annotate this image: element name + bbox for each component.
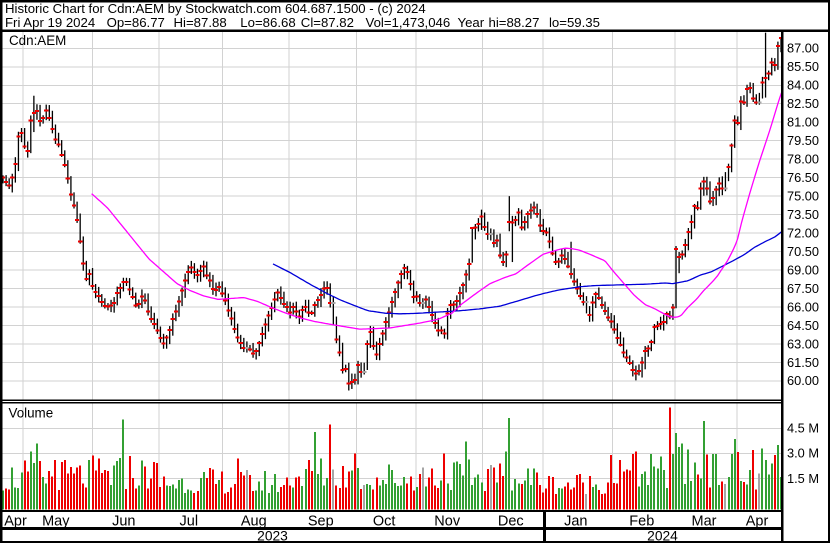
svg-text:Cdn:AEM: Cdn:AEM (9, 33, 66, 48)
svg-text:Mar: Mar (692, 513, 717, 529)
svg-text:3.0 M: 3.0 M (787, 446, 819, 461)
svg-text:2023: 2023 (257, 529, 288, 544)
svg-text:Op=86.77: Op=86.77 (107, 15, 165, 30)
svg-text:84.00: 84.00 (787, 78, 819, 93)
svg-text:61.50: 61.50 (787, 355, 819, 370)
svg-text:87.00: 87.00 (787, 41, 819, 56)
svg-text:82.50: 82.50 (787, 96, 819, 111)
svg-text:Jul: Jul (180, 513, 199, 529)
svg-text:72.00: 72.00 (787, 225, 819, 240)
svg-text:Oct: Oct (373, 513, 396, 529)
svg-text:Lo=86.68: Lo=86.68 (240, 15, 295, 30)
svg-text:Aug: Aug (241, 513, 267, 529)
svg-text:73.50: 73.50 (787, 207, 819, 222)
svg-text:hi=88.27: hi=88.27 (489, 15, 540, 30)
svg-text:Volume: Volume (9, 406, 54, 421)
svg-text:85.50: 85.50 (787, 59, 819, 74)
svg-text:75.00: 75.00 (787, 188, 819, 203)
svg-text:2024: 2024 (647, 529, 678, 544)
svg-text:64.50: 64.50 (787, 318, 819, 333)
svg-text:Feb: Feb (629, 513, 654, 529)
svg-text:Cl=87.82: Cl=87.82 (301, 15, 354, 30)
svg-text:4.5 M: 4.5 M (787, 421, 819, 436)
svg-text:76.50: 76.50 (787, 170, 819, 185)
svg-text:1.5 M: 1.5 M (787, 471, 819, 486)
svg-text:Fri Apr 19 2024: Fri Apr 19 2024 (5, 15, 95, 30)
svg-text:Hi=87.88: Hi=87.88 (174, 15, 227, 30)
svg-text:70.50: 70.50 (787, 244, 819, 259)
svg-text:lo=59.35: lo=59.35 (549, 15, 600, 30)
svg-text:63.00: 63.00 (787, 336, 819, 351)
svg-text:Jan: Jan (564, 513, 587, 529)
svg-text:Year: Year (458, 15, 485, 30)
svg-text:79.50: 79.50 (787, 133, 819, 148)
svg-text:78.00: 78.00 (787, 152, 819, 167)
svg-text:Sep: Sep (308, 513, 334, 529)
svg-text:Vol=1,473,046: Vol=1,473,046 (366, 15, 451, 30)
svg-text:60.00: 60.00 (787, 373, 819, 388)
svg-text:81.00: 81.00 (787, 115, 819, 130)
svg-text:Apr: Apr (746, 513, 769, 529)
svg-text:69.00: 69.00 (787, 262, 819, 277)
svg-text:May: May (42, 513, 70, 529)
svg-text:Jun: Jun (112, 513, 135, 529)
svg-text:67.50: 67.50 (787, 281, 819, 296)
svg-text:Apr: Apr (4, 513, 27, 529)
svg-text:Historic Chart for Cdn:AEM by: Historic Chart for Cdn:AEM by Stockwatch… (5, 1, 426, 16)
svg-text:Dec: Dec (498, 513, 524, 529)
svg-text:Nov: Nov (434, 513, 461, 529)
svg-text:66.00: 66.00 (787, 299, 819, 314)
